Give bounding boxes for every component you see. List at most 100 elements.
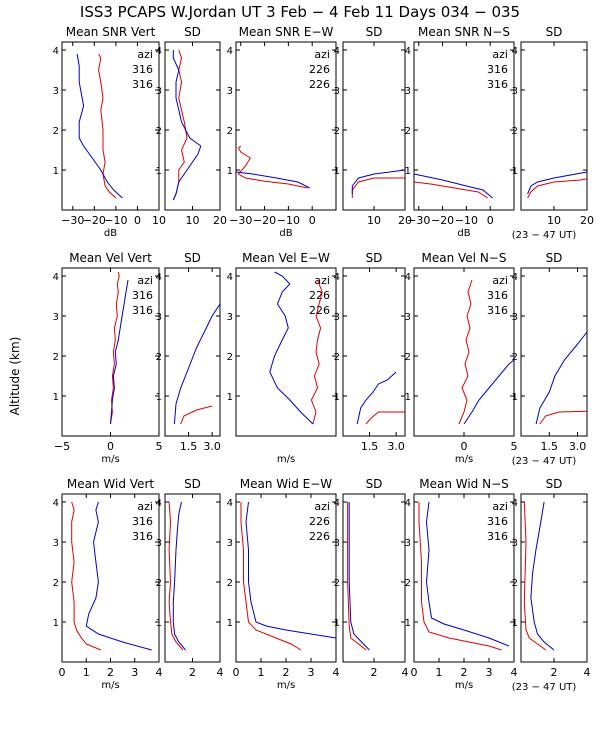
panel-frame <box>520 267 588 437</box>
y-tick-label: 3 <box>227 86 233 97</box>
panel-wid-vert: Mean Wid Vert 1 2 3 4 0 1 2 3 4 m/s azi 316 316 <box>53 477 163 691</box>
panel-title: SD <box>184 25 201 39</box>
x-tick-label: 3 <box>131 666 138 679</box>
panel-snr-ew: Mean SNR E−W 1 2 3 4 −30 −20 −10 0 dB azi 226 226 <box>227 25 337 239</box>
y-tick-label: 4 <box>53 498 59 509</box>
y-tick-label: 4 <box>405 46 411 57</box>
x-axis-label: m/s <box>101 454 119 465</box>
legend-header: azi <box>137 48 153 61</box>
x-tick-label: 1.5 <box>541 440 559 453</box>
y-axis-label: Altitude (km) <box>8 337 22 416</box>
panel-vel-ew-sd: SD 1 2 3 4 1.5 3.0 <box>334 251 406 453</box>
legend-entry: 226 <box>309 78 330 91</box>
x-tick-label: 10 <box>152 214 166 227</box>
panel-snr-ew-sd: SD 1 2 3 4 10 20 <box>334 25 412 227</box>
y-tick-label: 3 <box>405 538 411 549</box>
y-tick-label: 4 <box>334 498 340 509</box>
y-tick-label: 3 <box>512 538 518 549</box>
series-line-red <box>180 405 213 425</box>
x-tick-label: −10 <box>104 214 127 227</box>
panel-wid-ew-sd: SD 1 2 3 4 2 4 <box>334 477 409 679</box>
series-line-blue <box>269 271 314 425</box>
legend-entry: 226 <box>309 530 330 543</box>
series-line-red <box>168 501 184 651</box>
panel-title: SD <box>366 251 383 265</box>
series-line-red <box>527 178 588 199</box>
legend-entry: 316 <box>132 63 153 76</box>
legend-header: azi <box>492 48 508 61</box>
x-tick-label: 3 <box>486 666 493 679</box>
panel-title: Mean Wid Vert <box>67 477 154 491</box>
legend-entry: 316 <box>487 530 508 543</box>
legend-entry: 316 <box>487 289 508 302</box>
x-tick-label: −20 <box>83 214 106 227</box>
series-line-blue <box>413 173 493 199</box>
legend-entry: 316 <box>132 78 153 91</box>
x-tick-label: −10 <box>455 214 478 227</box>
series-line-red <box>71 501 101 651</box>
y-tick-label: 4 <box>156 498 162 509</box>
series-line-blue <box>463 359 515 425</box>
panel-vel-ew: Mean Vel E−W 1 2 3 4 m/s azi 226 226 <box>227 251 337 465</box>
legend-header: azi <box>492 274 508 287</box>
y-tick-label: 2 <box>227 126 233 137</box>
time-note: (23 − 47 UT) <box>512 230 577 241</box>
series-line-red <box>240 502 302 651</box>
y-tick-label: 2 <box>512 126 518 137</box>
y-tick-label: 3 <box>334 538 340 549</box>
series-line-blue <box>245 501 337 639</box>
legend-entry: 226 <box>309 63 330 76</box>
y-tick-label: 1 <box>334 618 340 629</box>
series-line-blue <box>110 279 129 425</box>
panel-frame <box>164 267 221 437</box>
panel-title: Mean Vel Vert <box>69 251 152 265</box>
panel-title: Mean Vel E−W <box>242 251 330 265</box>
y-tick-label: 3 <box>53 86 59 97</box>
panel-snr-vert-sd: SD 1 2 3 4 10 20 <box>156 25 227 227</box>
x-tick-label: −30 <box>61 214 84 227</box>
y-tick-label: 2 <box>227 578 233 589</box>
y-tick-label: 4 <box>334 46 340 57</box>
x-tick-label: 4 <box>402 666 409 679</box>
x-tick-label: 1.5 <box>361 440 379 453</box>
series-line-blue <box>527 171 588 195</box>
y-tick-label: 4 <box>512 272 518 283</box>
panel-title: SD <box>546 251 563 265</box>
y-tick-label: 3 <box>53 538 59 549</box>
y-tick-label: 2 <box>405 578 411 589</box>
x-axis-label: m/s <box>455 680 473 691</box>
x-tick-label: 4 <box>333 666 340 679</box>
y-tick-label: 1 <box>53 618 59 629</box>
x-axis-label: dB <box>279 228 292 239</box>
panel-title: SD <box>366 25 383 39</box>
x-tick-label: 4 <box>217 666 224 679</box>
x-tick-label: −20 <box>253 214 276 227</box>
y-tick-label: 4 <box>334 272 340 283</box>
figure-title: ISS3 PCAPS W.Jordan UT 3 Feb − 4 Feb 11 … <box>80 3 520 21</box>
y-tick-label: 4 <box>227 46 233 57</box>
series-line-blue <box>235 171 311 189</box>
x-tick-label: 10 <box>367 214 381 227</box>
panel-wid-ns-sd: SD 1 2 3 4 2 4 (23 − 47 UT) <box>512 477 591 693</box>
y-tick-label: 3 <box>227 538 233 549</box>
panel-title: SD <box>546 477 563 491</box>
legend-entry: 226 <box>309 304 330 317</box>
x-tick-label: −30 <box>229 214 252 227</box>
series-line-blue <box>356 371 397 425</box>
y-tick-label: 3 <box>156 312 162 323</box>
y-tick-label: 2 <box>334 578 340 589</box>
legend-entry: 316 <box>487 63 508 76</box>
x-tick-label: 0 <box>107 440 114 453</box>
y-tick-label: 1 <box>53 392 59 403</box>
y-tick-label: 4 <box>156 272 162 283</box>
series-line-blue <box>535 331 588 425</box>
y-tick-label: 2 <box>334 126 340 137</box>
panel-title: Mean Wid N−S <box>419 477 509 491</box>
y-tick-label: 4 <box>156 46 162 57</box>
y-tick-label: 1 <box>334 392 340 403</box>
legend-header: azi <box>314 274 330 287</box>
panel-title: Mean Wid E−W <box>240 477 333 491</box>
x-axis-label: m/s <box>277 680 295 691</box>
series-line-red <box>458 279 473 425</box>
